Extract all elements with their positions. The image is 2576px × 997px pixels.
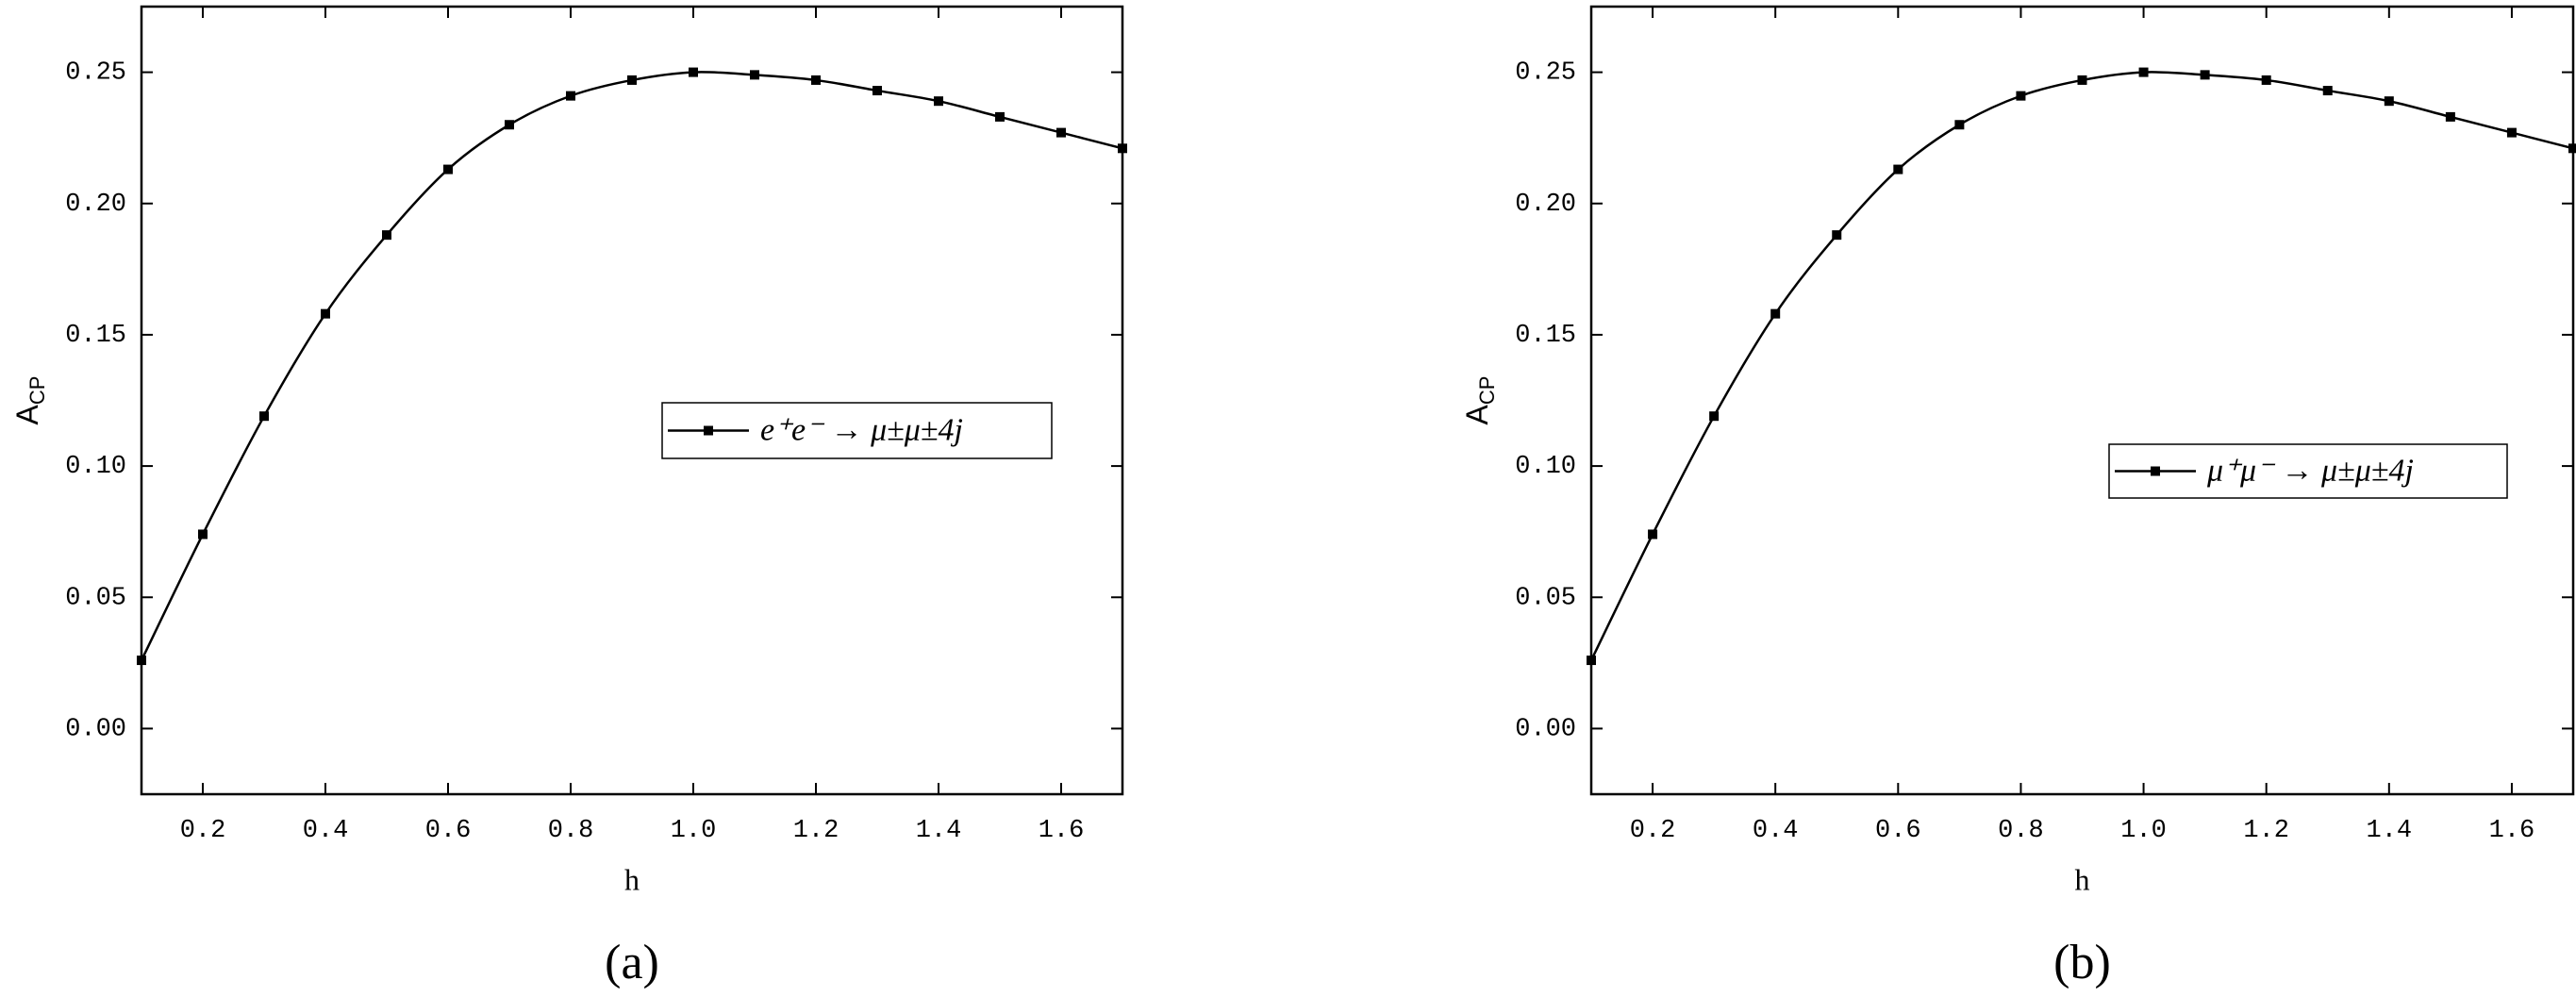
x-tick-label: 1.2 xyxy=(2243,817,2289,845)
point xyxy=(566,91,575,101)
x-tick-label: 1.6 xyxy=(1039,817,1085,845)
y-tick-label: 0.25 xyxy=(1515,59,1576,88)
point xyxy=(2138,67,2149,77)
chart: 0.00 0.05 0.10 0.15 0.20 0.25 0.2 0.4 0.6 0.8 1.0 1… xyxy=(10,5,1127,989)
point xyxy=(2384,96,2394,107)
y-tick-label: 0.00 xyxy=(1515,716,1576,744)
x-tick-label: 1.2 xyxy=(793,817,839,845)
legend-marker xyxy=(704,425,713,436)
caption: (a) xyxy=(605,936,659,989)
y-axis-label: ACP xyxy=(1460,376,1498,425)
point xyxy=(259,411,269,422)
point xyxy=(137,656,146,666)
x-tick-label: 0.8 xyxy=(1998,817,2044,845)
y-tick-label: 0.20 xyxy=(65,191,126,219)
point xyxy=(2445,111,2455,122)
point xyxy=(1770,308,1781,319)
point xyxy=(1709,411,1720,422)
point xyxy=(505,120,514,130)
point xyxy=(2506,127,2517,138)
point xyxy=(1056,127,1066,138)
y-tick-label: 0.05 xyxy=(1515,584,1576,612)
x-tick-label: 1.0 xyxy=(671,817,717,845)
x-tick-label: 0.6 xyxy=(425,817,472,845)
point xyxy=(321,308,330,319)
x-tick-label: 0.4 xyxy=(303,817,349,845)
point xyxy=(2016,91,2026,101)
legend-label: e⁺e⁻ → μ±μ±4j xyxy=(760,412,963,447)
x-tick-label: 0.2 xyxy=(1630,817,1676,845)
y-tick-label: 0.10 xyxy=(1515,453,1576,481)
point xyxy=(1954,120,1965,130)
y-axis-label-main: A xyxy=(10,404,44,424)
point xyxy=(750,70,759,80)
plot-frame xyxy=(1589,5,2575,796)
point xyxy=(627,75,637,85)
x-tick-label: 1.4 xyxy=(916,817,962,845)
y-axis-label: ACP xyxy=(10,376,48,425)
x-tick-label: 0.2 xyxy=(180,817,226,845)
y-tick-label: 0.15 xyxy=(65,322,126,350)
point xyxy=(1893,164,1903,174)
point xyxy=(1832,230,1842,241)
x-axis-label: h xyxy=(2075,862,2090,896)
point xyxy=(2200,70,2210,80)
point xyxy=(2322,86,2333,96)
x-tick-label: 0.6 xyxy=(1875,817,1921,845)
y-tick-label: 0.20 xyxy=(1515,191,1576,219)
legend-marker xyxy=(2151,466,2160,476)
plot-frame xyxy=(140,5,1124,796)
legend-label: μ⁺μ⁻ → μ±μ±4j xyxy=(2206,453,2414,488)
caption: (b) xyxy=(2053,936,2111,989)
x-tick-label: 1.4 xyxy=(2367,817,2413,845)
y-tick-label: 0.00 xyxy=(65,716,126,744)
x-tick-label: 0.4 xyxy=(1753,817,1799,845)
point xyxy=(2568,143,2576,154)
y-axis-label-sub: CP xyxy=(1475,376,1499,406)
x-tick-label: 1.0 xyxy=(2120,817,2167,845)
chart: 0.00 0.05 0.10 0.15 0.20 0.25 0.2 0.4 0.6 0.8 1.0 1… xyxy=(1460,5,2576,989)
point xyxy=(382,230,391,241)
point xyxy=(811,75,821,85)
y-tick-label: 0.15 xyxy=(1515,322,1576,350)
x-axis-label: h xyxy=(624,862,640,896)
series-line xyxy=(140,71,1123,661)
point xyxy=(995,111,1005,122)
point xyxy=(2261,75,2271,85)
point xyxy=(2077,75,2087,85)
point xyxy=(443,164,453,174)
x-tick-label: 1.6 xyxy=(2489,817,2535,845)
y-tick-label: 0.10 xyxy=(65,453,126,481)
y-tick-label: 0.25 xyxy=(65,59,126,88)
point xyxy=(689,67,698,77)
y-axis-label-sub: CP xyxy=(25,376,49,406)
point xyxy=(873,86,882,96)
point xyxy=(1587,656,1596,666)
series-line xyxy=(1589,71,2574,661)
point xyxy=(1118,143,1127,154)
y-axis-label-main: A xyxy=(1460,404,1494,424)
x-tick-label: 0.8 xyxy=(548,817,594,845)
point xyxy=(934,96,943,107)
y-tick-label: 0.05 xyxy=(65,584,126,612)
point xyxy=(198,529,208,540)
point xyxy=(1648,529,1658,540)
